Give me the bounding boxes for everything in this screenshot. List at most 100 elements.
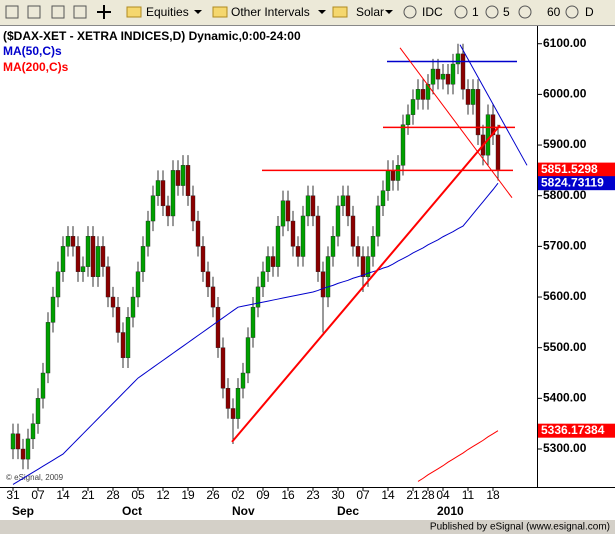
x-tick-label: 14	[56, 488, 70, 502]
folder-icon[interactable]	[212, 6, 228, 18]
candle-body	[165, 205, 171, 217]
interval-icon[interactable]	[454, 5, 468, 19]
y-tick-label: 5900.00	[543, 137, 587, 151]
toolbar-item[interactable]: 60	[547, 5, 561, 19]
ma-line	[12, 182, 499, 485]
candle-body	[460, 53, 466, 90]
candle-body	[155, 180, 161, 196]
x-tick-label: 21	[81, 488, 95, 502]
candle-body	[70, 236, 76, 247]
toolbar-item[interactable]: 1	[472, 5, 479, 19]
x-tick-label: 28	[421, 488, 435, 502]
x-tick-label: 21	[406, 488, 420, 502]
candle-body	[125, 317, 131, 359]
x-tick-label: 23	[306, 488, 320, 502]
candle-body	[80, 266, 86, 272]
icon[interactable]	[73, 5, 87, 19]
candle-body	[180, 165, 186, 186]
candle-body	[95, 246, 101, 277]
dropdown[interactable]	[194, 10, 202, 14]
toolbar-item[interactable]: IDC	[422, 5, 443, 19]
x-tick-label: 30	[331, 488, 345, 502]
folder-icon[interactable]	[332, 6, 348, 18]
trendline	[231, 124, 501, 443]
interval-icon[interactable]	[485, 5, 499, 19]
candle-body	[90, 236, 96, 277]
last-value-label: 5851.5298	[541, 162, 598, 176]
candle-body	[420, 89, 426, 100]
y-tick-label: 5500.00	[543, 340, 587, 354]
candle-body	[495, 134, 501, 170]
toolbar-item[interactable]: Solar	[356, 5, 384, 19]
candle-body	[280, 200, 286, 227]
candle-body	[470, 89, 476, 105]
candle-body	[385, 170, 391, 191]
y-tick-label: 5600.00	[543, 289, 587, 303]
y-tick-label: 5400.00	[543, 391, 587, 405]
candle-body	[340, 195, 346, 207]
candle-body	[370, 236, 376, 257]
candle-body	[265, 256, 271, 272]
month-label: Oct	[122, 504, 142, 518]
candle-body	[250, 306, 256, 338]
legend-entry: MA(50,C)s	[3, 44, 62, 58]
candle-body	[45, 322, 51, 374]
folder-icon[interactable]	[126, 6, 142, 18]
toolbar-icons	[5, 5, 579, 19]
x-tick-label: 16	[281, 488, 295, 502]
icon[interactable]	[5, 5, 19, 19]
candle-body	[270, 256, 276, 267]
plot-area	[10, 43, 528, 485]
candle-body	[215, 306, 221, 348]
toolbar-item[interactable]: Other Intervals	[231, 5, 310, 19]
candle-body	[360, 256, 366, 277]
x-tick-label: 14	[381, 488, 395, 502]
candle-body	[200, 246, 206, 272]
candle-body	[355, 246, 361, 257]
crosshair-icon[interactable]	[97, 5, 111, 19]
icon[interactable]	[51, 5, 65, 19]
candle-body	[345, 195, 351, 217]
dropdown[interactable]	[385, 10, 393, 14]
dropdown[interactable]	[318, 10, 326, 14]
toolbar-item[interactable]: Equities	[146, 5, 189, 19]
interval-icon[interactable]	[518, 5, 532, 19]
candle-body	[120, 332, 126, 359]
ma-line	[417, 430, 499, 482]
candle-body	[135, 271, 141, 298]
candle-body	[380, 190, 386, 207]
candle-body	[315, 215, 321, 272]
candle-body	[190, 195, 196, 222]
x-tick-label: 11	[462, 488, 475, 502]
x-tick-label: 31	[6, 488, 20, 502]
interval-icon[interactable]	[403, 5, 417, 19]
x-tick-label: 26	[206, 488, 220, 502]
candle-body	[375, 205, 381, 237]
month-label: Sep	[12, 504, 34, 518]
candle-body	[335, 205, 341, 237]
candle-body	[20, 448, 26, 460]
candle-body	[290, 220, 296, 247]
candle-body	[60, 246, 66, 272]
candle-body	[300, 215, 306, 257]
candle-body	[205, 271, 211, 288]
toolbar-item[interactable]: 5	[503, 5, 510, 19]
candle-body	[260, 271, 266, 288]
candle-body	[75, 246, 81, 272]
candle-body	[210, 286, 216, 308]
candle-body	[30, 423, 36, 440]
candle-body	[150, 195, 156, 222]
x-tick-label: 07	[31, 488, 45, 502]
candle-body	[240, 372, 246, 389]
candle-body	[115, 306, 121, 333]
trendline	[399, 47, 513, 199]
toolbar-item[interactable]: D	[585, 5, 594, 19]
icon[interactable]	[27, 5, 41, 19]
interval-icon[interactable]	[565, 5, 579, 19]
last-value-box	[538, 176, 615, 191]
y-tick-label: 6100.00	[543, 36, 587, 50]
footer: Published by eSignal (www.esignal.com)	[430, 522, 610, 533]
footer-bar	[0, 520, 615, 534]
x-tick-label: 07	[356, 488, 370, 502]
